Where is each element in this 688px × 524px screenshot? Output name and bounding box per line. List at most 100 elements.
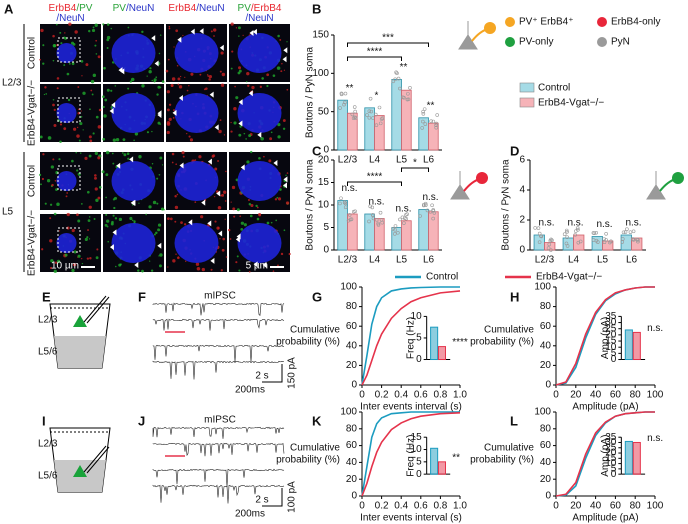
- puncta: [174, 220, 177, 223]
- puncta: [275, 219, 278, 222]
- puncta: [155, 76, 158, 79]
- data-dot: [339, 91, 344, 96]
- puncta: [280, 70, 283, 73]
- data-dot: [346, 218, 351, 223]
- data-dot: [636, 239, 640, 244]
- puncta: [230, 121, 232, 124]
- y-tick-label: 5: [416, 333, 422, 344]
- data-dot: [623, 230, 628, 234]
- puncta: [149, 260, 151, 262]
- puncta: [237, 71, 241, 75]
- puncta: [269, 137, 273, 141]
- x-axis-label: Inter events interval (s): [360, 513, 462, 524]
- puncta: [148, 70, 152, 74]
- puncta: [270, 221, 273, 224]
- data-dot: [367, 109, 372, 113]
- puncta: [84, 237, 88, 242]
- panel-label: L: [510, 413, 518, 428]
- pyn-icon: [450, 171, 470, 200]
- puncta: [276, 66, 281, 70]
- puncta: [82, 129, 84, 131]
- significance: **: [400, 62, 408, 73]
- puncta: [88, 205, 92, 209]
- soma: [237, 33, 282, 73]
- puncta: [72, 43, 76, 46]
- puncta: [113, 206, 116, 210]
- y-tick-label: 100: [340, 407, 357, 418]
- puncta: [71, 228, 75, 233]
- puncta: [40, 183, 42, 186]
- data-dot: [423, 122, 428, 126]
- puncta: [150, 269, 154, 272]
- puncta: [95, 256, 99, 260]
- puncta: [63, 64, 66, 66]
- puncta: [97, 196, 101, 200]
- puncta: [112, 198, 116, 201]
- puncta: [92, 73, 97, 78]
- data-dot: [631, 238, 636, 242]
- panel-label: F: [138, 289, 146, 304]
- y-tick-label: 80: [540, 301, 552, 312]
- puncta: [159, 34, 162, 36]
- puncta: [220, 83, 225, 87]
- data-dot: [400, 215, 405, 220]
- x-tick-label: 0.4: [394, 501, 408, 512]
- data-dot: [392, 232, 397, 236]
- data-dot: [628, 230, 633, 234]
- puncta: [225, 170, 227, 173]
- y-tick-label: 0: [611, 469, 617, 480]
- puncta: [177, 77, 181, 81]
- soma: [174, 93, 219, 133]
- y-tick-label: 40: [540, 340, 552, 351]
- puncta: [95, 198, 99, 202]
- data-dot: [425, 208, 430, 213]
- arrowhead: [172, 109, 177, 116]
- puncta: [240, 228, 244, 231]
- significance: n.s.: [538, 218, 554, 229]
- puncta: [248, 134, 252, 138]
- panel-label: E: [42, 289, 51, 304]
- y-tick-label: 25: [605, 442, 617, 453]
- y-axis-label: probability (%): [276, 455, 340, 466]
- arrowhead: [249, 30, 254, 37]
- puncta: [106, 88, 110, 92]
- puncta: [213, 195, 216, 198]
- puncta: [213, 28, 217, 32]
- puncta: [277, 123, 281, 127]
- puncta: [50, 165, 54, 169]
- puncta: [230, 22, 234, 26]
- puncta: [59, 31, 62, 34]
- y-tick-label: 40: [346, 340, 358, 351]
- puncta: [71, 268, 75, 273]
- y-axis-label: Cumulative: [484, 443, 534, 454]
- x-tick-label: 0.8: [433, 501, 447, 512]
- bar: [418, 209, 429, 251]
- data-dot: [367, 115, 372, 120]
- y-tick-label: 10: [605, 458, 617, 469]
- arrowhead: [283, 182, 288, 189]
- puncta: [249, 214, 253, 218]
- header-part: ErbB4: [49, 3, 77, 14]
- puncta: [166, 120, 171, 125]
- puncta: [56, 202, 60, 207]
- puncta: [231, 50, 234, 53]
- data-dot: [591, 231, 596, 235]
- puncta: [56, 87, 59, 90]
- puncta: [103, 66, 106, 70]
- time-bar-label: 200ms: [235, 385, 265, 396]
- puncta: [196, 267, 201, 271]
- legend-dot: [597, 17, 607, 27]
- x-tick-label: 40: [590, 501, 602, 512]
- puncta: [246, 160, 250, 164]
- mipsc-trace: [152, 344, 285, 362]
- arrowhead: [157, 242, 162, 249]
- row-label: Control: [27, 37, 38, 69]
- x-tick-label: 20: [570, 390, 582, 401]
- puncta: [217, 160, 220, 162]
- data-dot: [393, 227, 397, 232]
- puncta: [210, 268, 213, 271]
- header-part: PV: [238, 3, 252, 14]
- puncta: [77, 111, 80, 115]
- puncta: [158, 173, 161, 176]
- panel-label: J: [138, 413, 145, 428]
